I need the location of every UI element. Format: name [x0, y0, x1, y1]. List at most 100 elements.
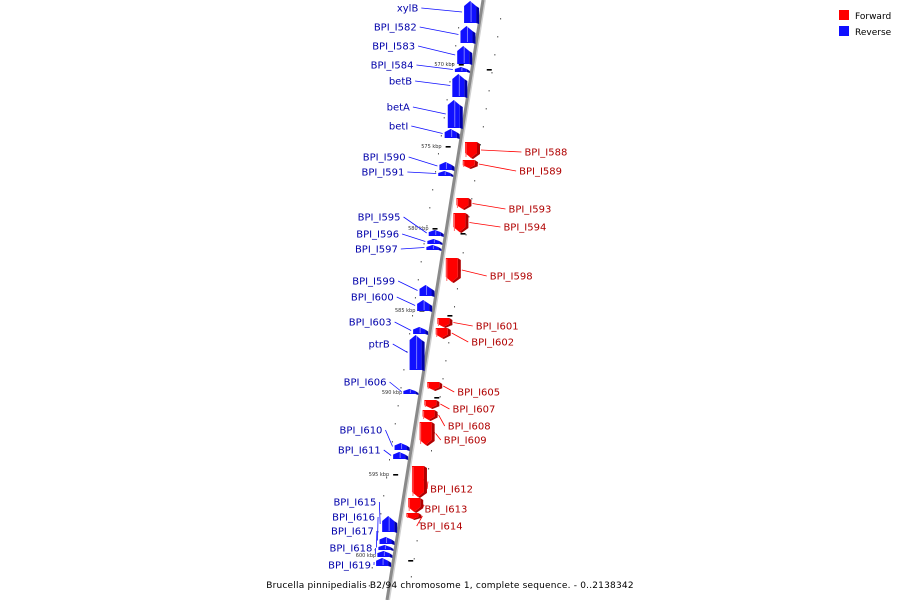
tick-mark: [428, 468, 429, 470]
gene-label: BPI_I595: [358, 213, 401, 224]
kbp-marker-label: 595 kbp: [369, 472, 389, 478]
tick-mark: [463, 252, 464, 254]
tick-mark: [372, 567, 373, 569]
gene-label: BPI_I608: [448, 422, 491, 433]
gene-bpi-i612[interactable]: BPI_I612: [412, 466, 473, 498]
gene-label: BPI_I588: [524, 148, 567, 159]
gene-leader-line: [420, 27, 459, 35]
tick-mark: [409, 333, 410, 335]
reverse-gene-arrow: [393, 452, 405, 459]
gene-label: BPI_I619: [328, 561, 371, 572]
gene-bpi-i594[interactable]: BPI_I594: [453, 213, 546, 234]
reverse-gene-arrow: [413, 327, 425, 334]
gene-label: BPI_I600: [351, 293, 394, 304]
gene-arrow-shadow: [441, 232, 444, 237]
gene-arrow-shadow: [429, 304, 432, 312]
gene-leader-line: [469, 223, 500, 228]
tick-mark: [380, 513, 381, 515]
tick-mark: [466, 234, 467, 236]
gene-leader-line: [398, 281, 417, 291]
gene-arrow-shadow: [432, 289, 435, 297]
gene-bpi-i614[interactable]: BPI_I614: [406, 513, 462, 533]
gene-bpi-i605[interactable]: BPI_I605: [427, 382, 500, 399]
gene-xylb[interactable]: xylB: [397, 1, 479, 24]
gene-leader-line: [384, 450, 391, 456]
kbp-marker-label: 575 kbp: [421, 144, 441, 150]
gene-arrow-shadow: [392, 539, 395, 545]
kbp-marker-tick: [393, 474, 398, 476]
gene-leader-line: [421, 8, 462, 12]
tick-mark: [494, 54, 495, 56]
gene-bpi-i603[interactable]: BPI_I603: [349, 318, 428, 336]
tick-mark: [432, 189, 433, 191]
tick-mark: [415, 297, 416, 299]
gene-arrow-shadow: [439, 241, 442, 245]
gene-label: BPI_I601: [476, 322, 519, 333]
tick-mark: [474, 180, 475, 182]
gene-leader-line: [440, 404, 449, 409]
gene-bpi-i584[interactable]: BPI_I584: [371, 61, 470, 74]
kbp-marker-tick: [446, 146, 451, 148]
gene-label: BPI_I584: [371, 61, 414, 72]
reverse-gene-arrow: [417, 300, 429, 311]
gene-bpi-i589[interactable]: BPI_I589: [463, 160, 562, 178]
gene-leader-line: [401, 248, 425, 250]
gene-label: BPI_I606: [344, 378, 387, 389]
reverse-gene-arrow: [439, 162, 451, 170]
gene-leader-line: [409, 157, 438, 166]
gene-arrow-shadow: [389, 553, 392, 558]
tick-mark: [457, 288, 458, 290]
gene-leader-line: [395, 322, 411, 331]
gene-bpi-i596[interactable]: BPI_I596: [356, 230, 442, 246]
gene-leader-line: [407, 172, 436, 174]
legend-forward-label: Forward: [855, 12, 891, 22]
tick-mark: [471, 198, 472, 200]
gene-label: BPI_I598: [490, 272, 533, 283]
gene-betb[interactable]: betB: [389, 74, 467, 98]
gene-label: BPI_I616: [332, 513, 375, 524]
tick-mark: [412, 315, 413, 317]
gene-label: BPI_I617: [331, 527, 374, 538]
gene-arrow-shadow: [407, 445, 410, 451]
tick-mark: [497, 36, 498, 38]
gene-label: BPI_I599: [352, 277, 395, 288]
gene-label: BPI_I612: [430, 485, 473, 496]
tick-mark: [489, 90, 490, 92]
kbp-marker-tick: [487, 69, 492, 71]
gene-bpi-i597[interactable]: BPI_I597: [355, 245, 441, 256]
kbp-marker-label: 570 kbp: [434, 62, 454, 68]
gene-bpi-i593[interactable]: BPI_I593: [456, 198, 551, 216]
tick-mark: [500, 18, 501, 20]
gene-arrow-shadow: [422, 340, 425, 371]
tick-mark: [392, 441, 393, 443]
reverse-gene-arrow: [460, 26, 472, 43]
gene-leader-line: [462, 270, 487, 276]
tick-mark: [424, 243, 425, 245]
kbp-marker-label: 590 kbp: [382, 390, 402, 396]
gene-leader-line: [393, 344, 408, 353]
gene-arrow-shadow: [405, 454, 408, 460]
gene-arrow-shadow: [394, 521, 397, 533]
gene-arrow-shadow: [457, 132, 460, 139]
gene-arrow-shadow: [388, 561, 391, 567]
gene-arrow-shadow: [390, 547, 393, 551]
gene-label: BPI_I618: [330, 544, 373, 555]
tick-mark: [438, 153, 439, 155]
gene-ptrb[interactable]: ptrB: [369, 335, 425, 371]
tick-mark: [443, 378, 444, 380]
gene-label: BPI_I613: [424, 505, 467, 516]
gene-label: BPI_I611: [338, 446, 381, 457]
gene-label: BPI_I609: [444, 436, 487, 447]
gene-label: BPI_I615: [333, 498, 376, 509]
gene-bpi-i613[interactable]: BPI_I613: [408, 498, 467, 516]
gene-bpi-i598[interactable]: BPI_I598: [446, 258, 533, 283]
kbp-marker-tick: [461, 233, 466, 235]
kbp-marker-tick: [459, 64, 464, 66]
gene-bpi-i619[interactable]: BPI_I619: [328, 558, 391, 572]
tick-mark: [468, 216, 469, 218]
kbp-marker-tick: [408, 560, 413, 562]
reverse-gene-arrow: [410, 335, 422, 370]
gene-label: BPI_I597: [355, 245, 398, 256]
gene-leader-line: [452, 333, 469, 342]
